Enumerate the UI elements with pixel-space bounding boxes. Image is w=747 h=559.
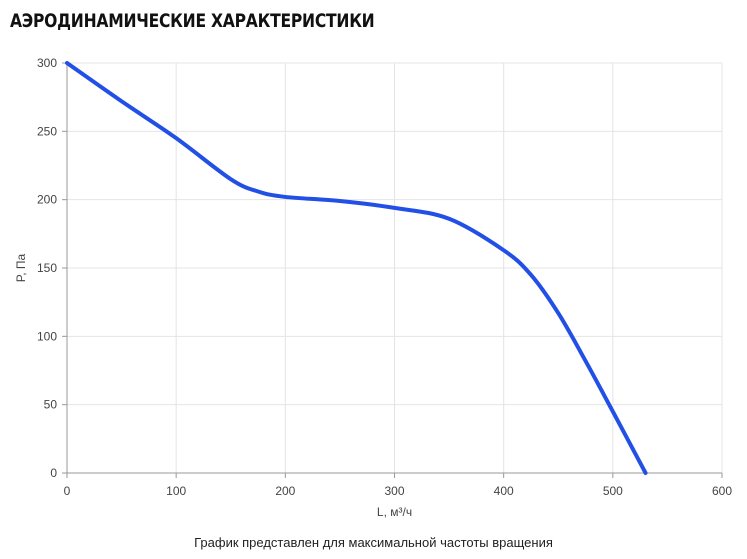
- x-tick-label: 0: [64, 484, 71, 498]
- x-tick-label: 500: [603, 484, 623, 498]
- y-tick-label: 150: [37, 261, 57, 275]
- y-tick-labels: 0 50 100 150 200 250 300: [37, 56, 57, 480]
- x-tick-labels: 0 100 200 300 400 500 600: [64, 484, 733, 498]
- chart-series: [65, 61, 648, 475]
- x-tick-label: 600: [712, 484, 732, 498]
- x-tick-label: 300: [384, 484, 404, 498]
- y-tick-label: 50: [44, 398, 58, 412]
- y-axis-label: P, Па: [14, 253, 28, 282]
- series-line: [65, 61, 648, 475]
- y-tick-label: 250: [37, 124, 57, 138]
- y-tick-label: 200: [37, 193, 57, 207]
- x-tick-label: 400: [494, 484, 514, 498]
- y-tick-label: 300: [37, 56, 57, 70]
- chart-axes: [62, 62, 723, 478]
- y-tick-label: 0: [50, 466, 57, 480]
- x-axis-label: L, м³/ч: [377, 505, 412, 519]
- x-tick-label: 200: [275, 484, 295, 498]
- chart-caption: График представлен для максимальной част…: [194, 535, 553, 550]
- x-tick-label: 100: [166, 484, 186, 498]
- y-tick-label: 100: [37, 329, 57, 343]
- chart-grid: [66, 62, 723, 474]
- chart-area: 0 100 200 300 400 500 600 0 50 100 150 200 250 300 L…: [14, 56, 733, 519]
- chart-title: АЭРОДИНАМИЧЕСКИЕ ХАРАКТЕРИСТИКИ: [10, 10, 375, 32]
